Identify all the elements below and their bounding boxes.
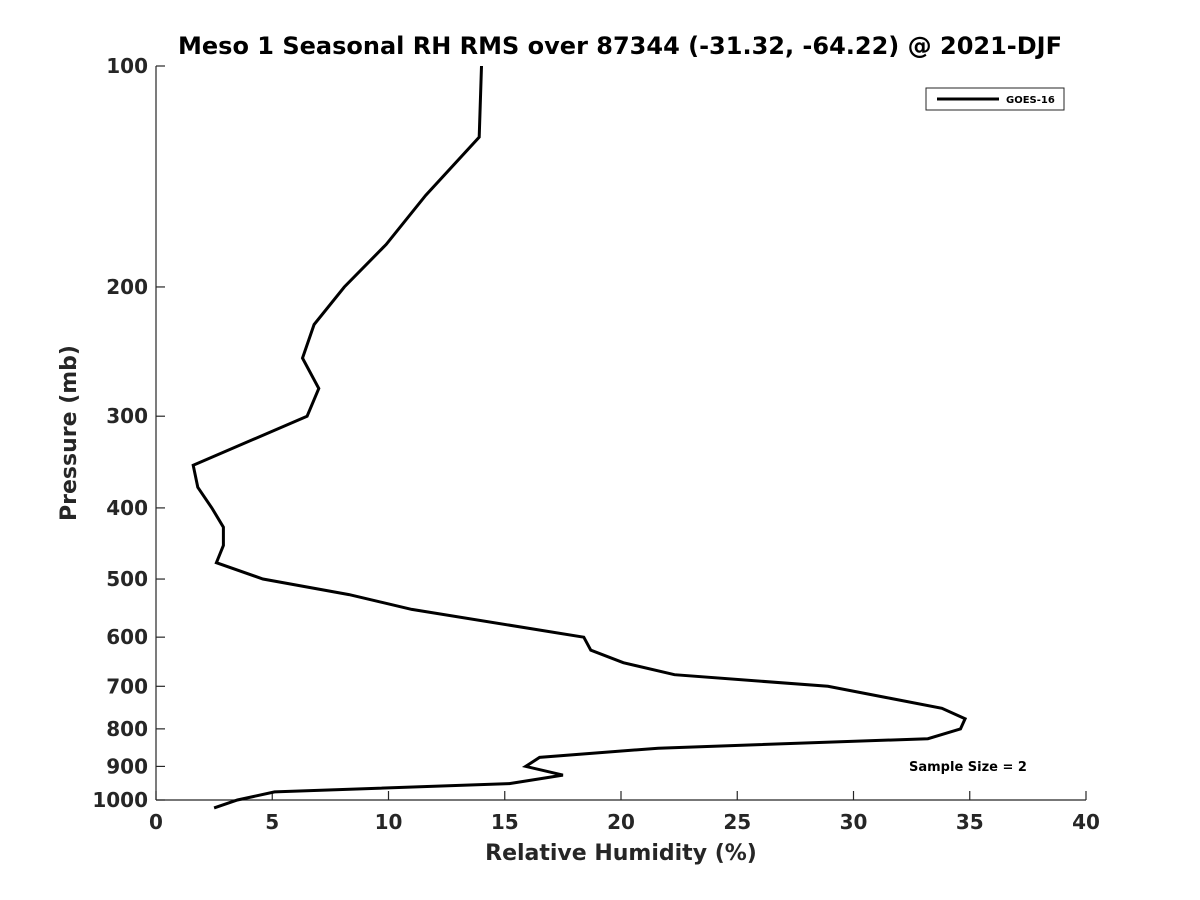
x-tick-label: 15 <box>491 810 519 834</box>
x-tick-label: 35 <box>956 810 984 834</box>
plot-area <box>156 66 1086 800</box>
sample-size-annotation: Sample Size = 2 <box>909 760 1027 775</box>
x-tick-label: 25 <box>723 810 751 834</box>
x-tick-label: 10 <box>375 810 403 834</box>
y-tick-label: 900 <box>106 754 148 778</box>
x-tick-label: 30 <box>840 810 868 834</box>
y-tick-label: 800 <box>106 717 148 741</box>
y-tick-label: 700 <box>106 674 148 698</box>
x-tick-label: 5 <box>265 810 279 834</box>
y-tick-label: 1000 <box>92 788 148 812</box>
x-tick-label: 40 <box>1072 810 1100 834</box>
x-ticks: 0 5 10 15 20 25 30 35 40 <box>149 791 1100 834</box>
y-tick-label: 300 <box>106 404 148 428</box>
series-layer <box>191 65 968 810</box>
y-tick-label: 200 <box>106 275 148 299</box>
series-line-goes-16 <box>191 65 968 810</box>
x-axis-label: Relative Humidity (%) <box>485 841 757 866</box>
y-ticks: 100 200 300 400 500 600 700 800 900 1000 <box>92 54 165 812</box>
y-tick-label: 100 <box>106 54 148 78</box>
y-tick-label: 600 <box>106 625 148 649</box>
y-tick-label: 400 <box>106 496 148 520</box>
legend-label-goes-16: GOES-16 <box>1006 95 1055 106</box>
y-axis-label: Pressure (mb) <box>57 345 82 521</box>
legend: GOES-16 <box>925 87 1065 111</box>
x-tick-label: 20 <box>607 810 635 834</box>
x-tick-label: 0 <box>149 810 163 834</box>
y-tick-label: 500 <box>106 567 148 591</box>
chart-title: Meso 1 Seasonal RH RMS over 87344 (-31.3… <box>178 32 1062 60</box>
